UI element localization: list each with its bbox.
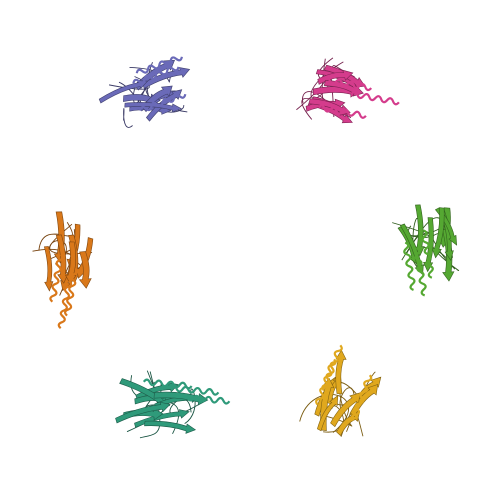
beta-strand bbox=[98, 80, 149, 104]
protein-chain-yellow bbox=[299, 344, 382, 437]
helix-segment bbox=[169, 384, 220, 396]
beta-strand bbox=[142, 67, 191, 89]
helix-segment bbox=[321, 344, 343, 392]
helix-segment bbox=[315, 358, 337, 406]
beta-strand bbox=[330, 392, 361, 428]
beta-strand bbox=[115, 401, 171, 424]
helix-segment bbox=[142, 378, 193, 390]
protein-chain-teal bbox=[115, 370, 231, 439]
coil-loop bbox=[123, 108, 133, 128]
beta-strand bbox=[153, 391, 209, 406]
helix-segment bbox=[139, 93, 187, 112]
helix-segment bbox=[132, 66, 180, 84]
helix-segment bbox=[403, 241, 416, 291]
helix-segment bbox=[350, 374, 373, 422]
beta-strand bbox=[43, 246, 54, 292]
beta-strand bbox=[144, 420, 197, 434]
ribbon-cartoons bbox=[32, 56, 460, 439]
protein-chain-green bbox=[392, 204, 460, 297]
helix-segment bbox=[49, 253, 64, 303]
beta-strand bbox=[124, 102, 183, 113]
helix-segment bbox=[323, 76, 373, 92]
beta-strand bbox=[308, 98, 351, 116]
beta-strand bbox=[317, 394, 339, 432]
beta-strand bbox=[78, 251, 92, 289]
helix-segment bbox=[135, 56, 183, 74]
beta-strand bbox=[431, 207, 445, 259]
helix-segment bbox=[414, 247, 427, 297]
helix-segment bbox=[317, 104, 367, 119]
helix-segment bbox=[57, 280, 73, 330]
helix-segment bbox=[64, 267, 79, 317]
helix-segment bbox=[350, 90, 400, 106]
protein-chain-blue bbox=[98, 56, 191, 128]
protein-chain-magenta bbox=[296, 57, 400, 124]
helix-segment bbox=[180, 393, 231, 405]
protein-chain-orange bbox=[32, 211, 94, 330]
helix-segment bbox=[421, 229, 434, 279]
beta-strand bbox=[336, 410, 361, 437]
